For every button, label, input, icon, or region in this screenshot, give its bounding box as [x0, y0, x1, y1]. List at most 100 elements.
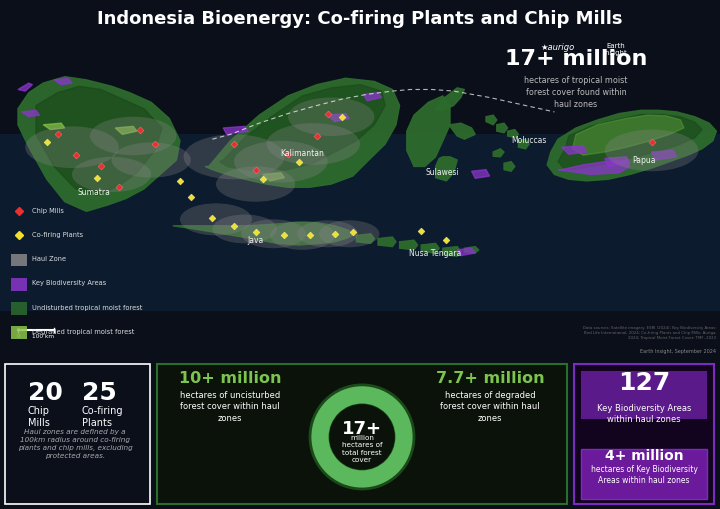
Polygon shape	[558, 115, 702, 169]
Polygon shape	[173, 222, 353, 245]
Polygon shape	[464, 247, 479, 253]
Polygon shape	[22, 110, 40, 117]
Text: 25: 25	[82, 381, 117, 405]
Text: hectares of uncisturbed
forest cover within haul
zones: hectares of uncisturbed forest cover wit…	[180, 391, 280, 423]
Circle shape	[288, 98, 374, 136]
Text: Indonesia Bioenergy: Co-firing Plants and Chip Mills: Indonesia Bioenergy: Co-firing Plants an…	[97, 10, 623, 28]
Circle shape	[241, 219, 306, 248]
Polygon shape	[54, 78, 72, 84]
Polygon shape	[457, 248, 475, 256]
Text: Kalimantan: Kalimantan	[281, 149, 324, 158]
Polygon shape	[328, 114, 349, 122]
Text: Degraded tropical moist forest: Degraded tropical moist forest	[32, 329, 135, 334]
Circle shape	[25, 126, 119, 168]
Text: 0      100 km: 0 100 km	[17, 334, 55, 339]
Circle shape	[319, 220, 379, 247]
Circle shape	[270, 221, 335, 250]
Text: Sumatra: Sumatra	[77, 188, 110, 196]
Circle shape	[234, 141, 328, 183]
Polygon shape	[43, 123, 65, 130]
Polygon shape	[378, 237, 396, 247]
Bar	[11, 326, 27, 338]
Polygon shape	[400, 240, 418, 250]
FancyBboxPatch shape	[581, 371, 707, 419]
Circle shape	[72, 157, 151, 192]
Polygon shape	[562, 146, 587, 154]
Text: Key Biodiversity Areas
within haul zones: Key Biodiversity Areas within haul zones	[597, 404, 691, 424]
Polygon shape	[472, 169, 490, 178]
Circle shape	[180, 203, 252, 235]
Bar	[11, 302, 27, 315]
Text: Co-firing
Plants: Co-firing Plants	[82, 406, 124, 428]
Polygon shape	[486, 115, 497, 125]
Circle shape	[307, 382, 417, 492]
Polygon shape	[518, 139, 529, 149]
Polygon shape	[223, 126, 248, 134]
Text: Key Biodiversity Areas: Key Biodiversity Areas	[32, 280, 107, 287]
Circle shape	[297, 220, 358, 247]
Polygon shape	[364, 93, 382, 101]
Wedge shape	[310, 385, 414, 489]
Text: million
hectares of
total forest
cover: million hectares of total forest cover	[342, 435, 382, 463]
Text: Haul Zone: Haul Zone	[32, 257, 66, 263]
Circle shape	[112, 143, 191, 178]
Text: 17+ million: 17+ million	[505, 49, 647, 69]
Text: 127: 127	[618, 371, 670, 395]
Text: hectares of Key Biodiversity
Areas within haul zones: hectares of Key Biodiversity Areas withi…	[590, 465, 698, 485]
Text: 20: 20	[28, 381, 63, 405]
Polygon shape	[605, 157, 630, 166]
Text: Earth
Insight: Earth Insight	[604, 43, 627, 56]
FancyBboxPatch shape	[0, 134, 720, 310]
Circle shape	[216, 166, 295, 202]
Polygon shape	[421, 243, 439, 253]
Text: 4+ million: 4+ million	[605, 449, 683, 463]
Polygon shape	[356, 234, 374, 243]
Text: 10+ million: 10+ million	[179, 371, 282, 386]
Circle shape	[184, 134, 284, 179]
Text: Moluccas: Moluccas	[511, 136, 547, 145]
Text: Earth Insight, September 2024: Earth Insight, September 2024	[640, 349, 716, 354]
Polygon shape	[450, 123, 475, 139]
Polygon shape	[547, 110, 716, 181]
Polygon shape	[36, 86, 162, 195]
Text: Undisturbed tropical moist forest: Undisturbed tropical moist forest	[32, 304, 143, 310]
Text: Co-firing Plants: Co-firing Plants	[32, 233, 84, 238]
Text: Chip Mills: Chip Mills	[32, 208, 64, 214]
Circle shape	[330, 405, 394, 469]
Text: Java: Java	[248, 236, 264, 245]
Text: Data sources: Satellite imagery: ESRI (2024); Key Biodiversity Areas:
Bird Life : Data sources: Satellite imagery: ESRI (2…	[582, 326, 716, 340]
Circle shape	[212, 214, 277, 243]
Text: Sulawesi: Sulawesi	[426, 168, 459, 177]
FancyBboxPatch shape	[157, 364, 567, 504]
Text: Nusa Tengara: Nusa Tengara	[410, 248, 462, 258]
Polygon shape	[115, 126, 137, 134]
Polygon shape	[407, 96, 450, 166]
Polygon shape	[493, 149, 504, 157]
Polygon shape	[652, 151, 677, 160]
FancyBboxPatch shape	[581, 449, 707, 499]
Bar	[11, 278, 27, 291]
Text: 17+: 17+	[342, 420, 382, 438]
FancyBboxPatch shape	[5, 364, 150, 504]
Polygon shape	[18, 83, 32, 91]
Circle shape	[90, 117, 176, 155]
Polygon shape	[572, 115, 684, 155]
Polygon shape	[18, 77, 180, 211]
Text: Chip
Mills: Chip Mills	[28, 406, 50, 428]
Text: Papua: Papua	[633, 156, 656, 164]
FancyBboxPatch shape	[574, 364, 714, 504]
Text: hectares of tropical moist
forest cover found within
haul zones: hectares of tropical moist forest cover …	[524, 76, 628, 109]
Circle shape	[605, 130, 698, 171]
Text: Haul zones are defined by a
100km radius around co-firing
plants and chip mills,: Haul zones are defined by a 100km radius…	[17, 429, 132, 459]
Text: ★aurigo: ★aurigo	[541, 43, 575, 52]
Polygon shape	[220, 84, 385, 171]
Bar	[11, 254, 27, 267]
Polygon shape	[558, 160, 630, 175]
Polygon shape	[504, 162, 515, 171]
Polygon shape	[205, 78, 400, 187]
Polygon shape	[436, 88, 464, 110]
Circle shape	[266, 123, 360, 165]
Polygon shape	[436, 157, 457, 181]
Text: hectares of degraded
forest cover within haul
zones: hectares of degraded forest cover within…	[440, 391, 540, 423]
Text: 7.7+ million: 7.7+ million	[436, 371, 544, 386]
